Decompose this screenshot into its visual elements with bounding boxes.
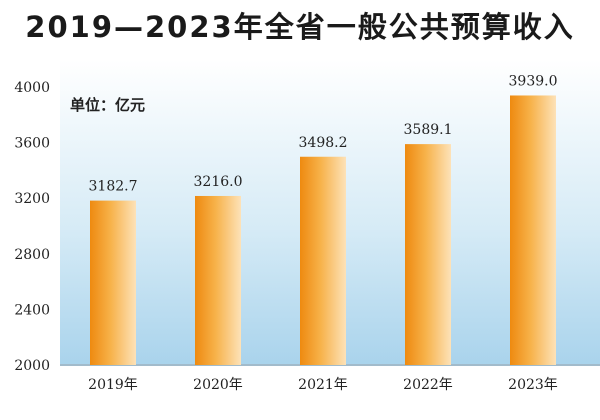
x-tick-label: 2019年	[88, 377, 138, 393]
x-tick-label: 2021年	[298, 377, 348, 393]
x-axis: 2019年 2020年 2021年 2022年 2023年	[88, 377, 558, 393]
y-tick-label: 2000	[14, 358, 50, 374]
value-label: 3182.7	[89, 179, 138, 195]
value-label: 3498.2	[299, 135, 348, 151]
y-tick-label: 3200	[14, 191, 50, 207]
bar-2020年	[195, 195, 241, 365]
y-tick-label: 3600	[14, 136, 50, 152]
bar-2023年	[510, 95, 556, 365]
bars	[90, 95, 556, 365]
value-label: 3939.0	[509, 73, 558, 89]
y-tick-label: 4000	[14, 80, 50, 96]
y-tick-label: 2400	[14, 302, 50, 318]
value-label: 3216.0	[194, 174, 243, 190]
value-labels: 3182.7 3216.0 3498.2 3589.1 3939.0	[89, 73, 558, 194]
x-tick-label: 2023年	[508, 377, 558, 393]
x-tick-label: 2020年	[193, 377, 243, 393]
chart-title: 2019—2023年全省一般公共预算收入	[25, 10, 575, 44]
y-tick-label: 2800	[14, 247, 50, 263]
value-label: 3589.1	[404, 122, 453, 138]
bar-2019年	[90, 200, 136, 365]
x-tick-label: 2022年	[403, 377, 453, 393]
unit-label: 单位：亿元	[70, 96, 145, 114]
bar-2021年	[300, 156, 346, 365]
bar-2022年	[405, 144, 451, 365]
